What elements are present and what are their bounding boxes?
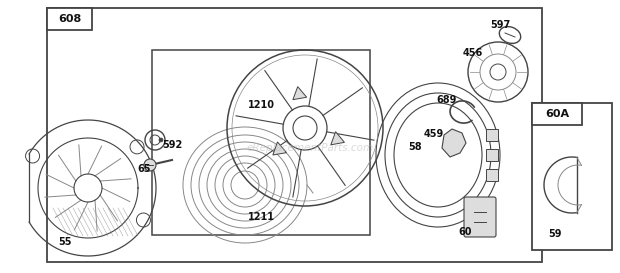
Text: 597: 597 xyxy=(490,20,510,30)
Text: eReplacementParts.com: eReplacementParts.com xyxy=(246,143,374,153)
Polygon shape xyxy=(293,87,307,100)
Text: 689: 689 xyxy=(436,95,456,105)
Bar xyxy=(152,50,370,235)
Text: 60: 60 xyxy=(458,227,471,237)
FancyBboxPatch shape xyxy=(464,197,496,237)
Text: 55: 55 xyxy=(58,237,71,247)
Circle shape xyxy=(144,159,156,171)
Text: 1210: 1210 xyxy=(248,100,275,110)
Text: 1211: 1211 xyxy=(248,212,275,222)
Text: 65: 65 xyxy=(137,164,151,174)
Bar xyxy=(486,129,498,141)
Text: 59: 59 xyxy=(548,229,562,239)
Bar xyxy=(47,8,92,30)
Polygon shape xyxy=(331,132,345,145)
Bar xyxy=(47,8,542,262)
Text: 58: 58 xyxy=(408,142,422,152)
Text: 592: 592 xyxy=(162,140,182,150)
Bar xyxy=(486,169,498,181)
Bar xyxy=(486,149,498,161)
Bar xyxy=(532,103,582,125)
Polygon shape xyxy=(273,142,286,155)
Text: 456: 456 xyxy=(463,48,483,58)
Text: 608: 608 xyxy=(58,14,81,24)
Text: 459: 459 xyxy=(424,129,445,139)
Polygon shape xyxy=(442,129,466,157)
Text: 60A: 60A xyxy=(545,109,569,119)
Circle shape xyxy=(159,138,163,142)
Bar xyxy=(532,103,612,250)
